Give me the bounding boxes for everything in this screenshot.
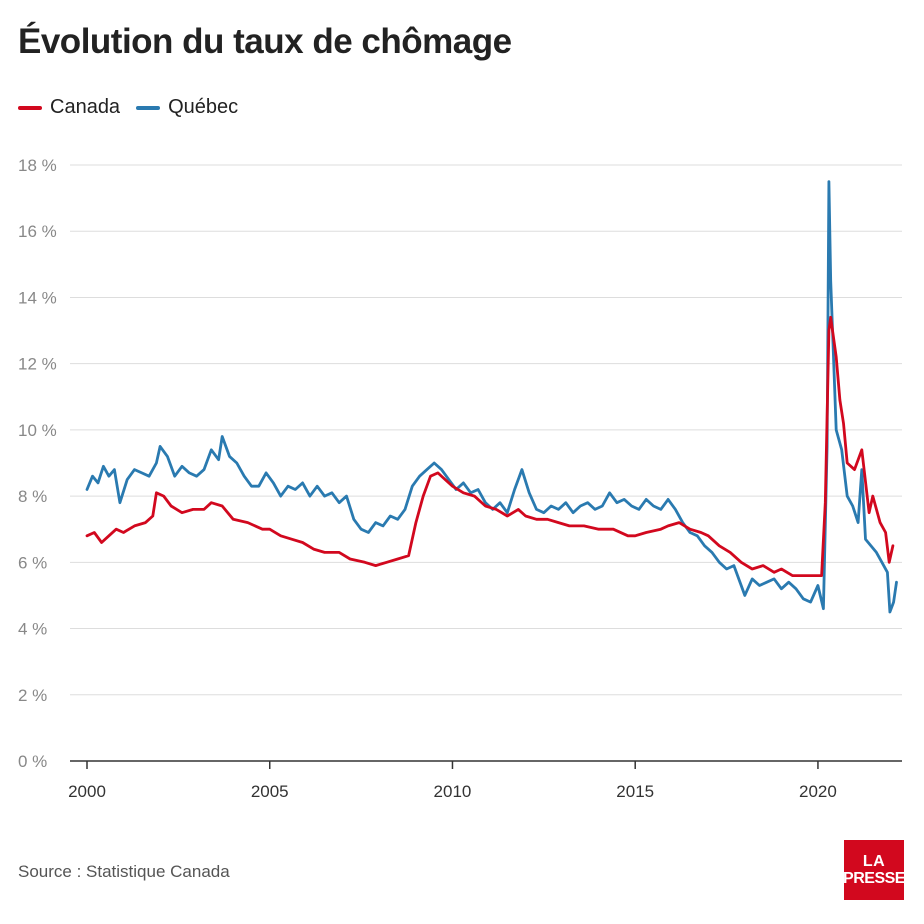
y-tick-label: 10 %: [18, 421, 57, 440]
y-tick-label: 12 %: [18, 355, 57, 374]
series-line-quebec: [85, 180, 898, 614]
x-tick-label: 2005: [251, 782, 289, 801]
y-tick-label: 18 %: [18, 156, 57, 175]
la-presse-logo: LA PRESSE: [843, 840, 905, 900]
y-tick-label: 6 %: [18, 553, 47, 572]
logo-line-1: LA: [862, 852, 886, 870]
y-tick-label: 16 %: [18, 222, 57, 241]
x-tick-label: 2010: [434, 782, 472, 801]
logo-line-2: PRESSE: [843, 869, 905, 887]
chart-title: Évolution du taux de chômage: [18, 22, 512, 61]
y-tick-label: 0 %: [18, 752, 47, 771]
x-tick-label: 2015: [616, 782, 654, 801]
y-tick-label: 8 %: [18, 487, 47, 506]
y-tick-label: 4 %: [18, 620, 47, 639]
legend: Canada Québec: [18, 96, 254, 119]
legend-label-canada: Canada: [50, 96, 121, 118]
legend-label-quebec: Québec: [168, 96, 239, 118]
series-line-canada: [85, 315, 895, 577]
y-tick-label: 14 %: [18, 288, 57, 307]
y-tick-label: 2 %: [18, 686, 47, 705]
legend-swatch-canada: [18, 105, 42, 110]
legend-swatch-quebec: [136, 105, 161, 110]
source-note: Source : Statistique Canada: [18, 862, 230, 881]
legend-item-quebec: Québec: [136, 96, 238, 119]
legend-item-canada: Canada: [18, 96, 120, 119]
x-tick-label: 2020: [799, 782, 837, 801]
x-tick-label: 2000: [68, 782, 106, 801]
